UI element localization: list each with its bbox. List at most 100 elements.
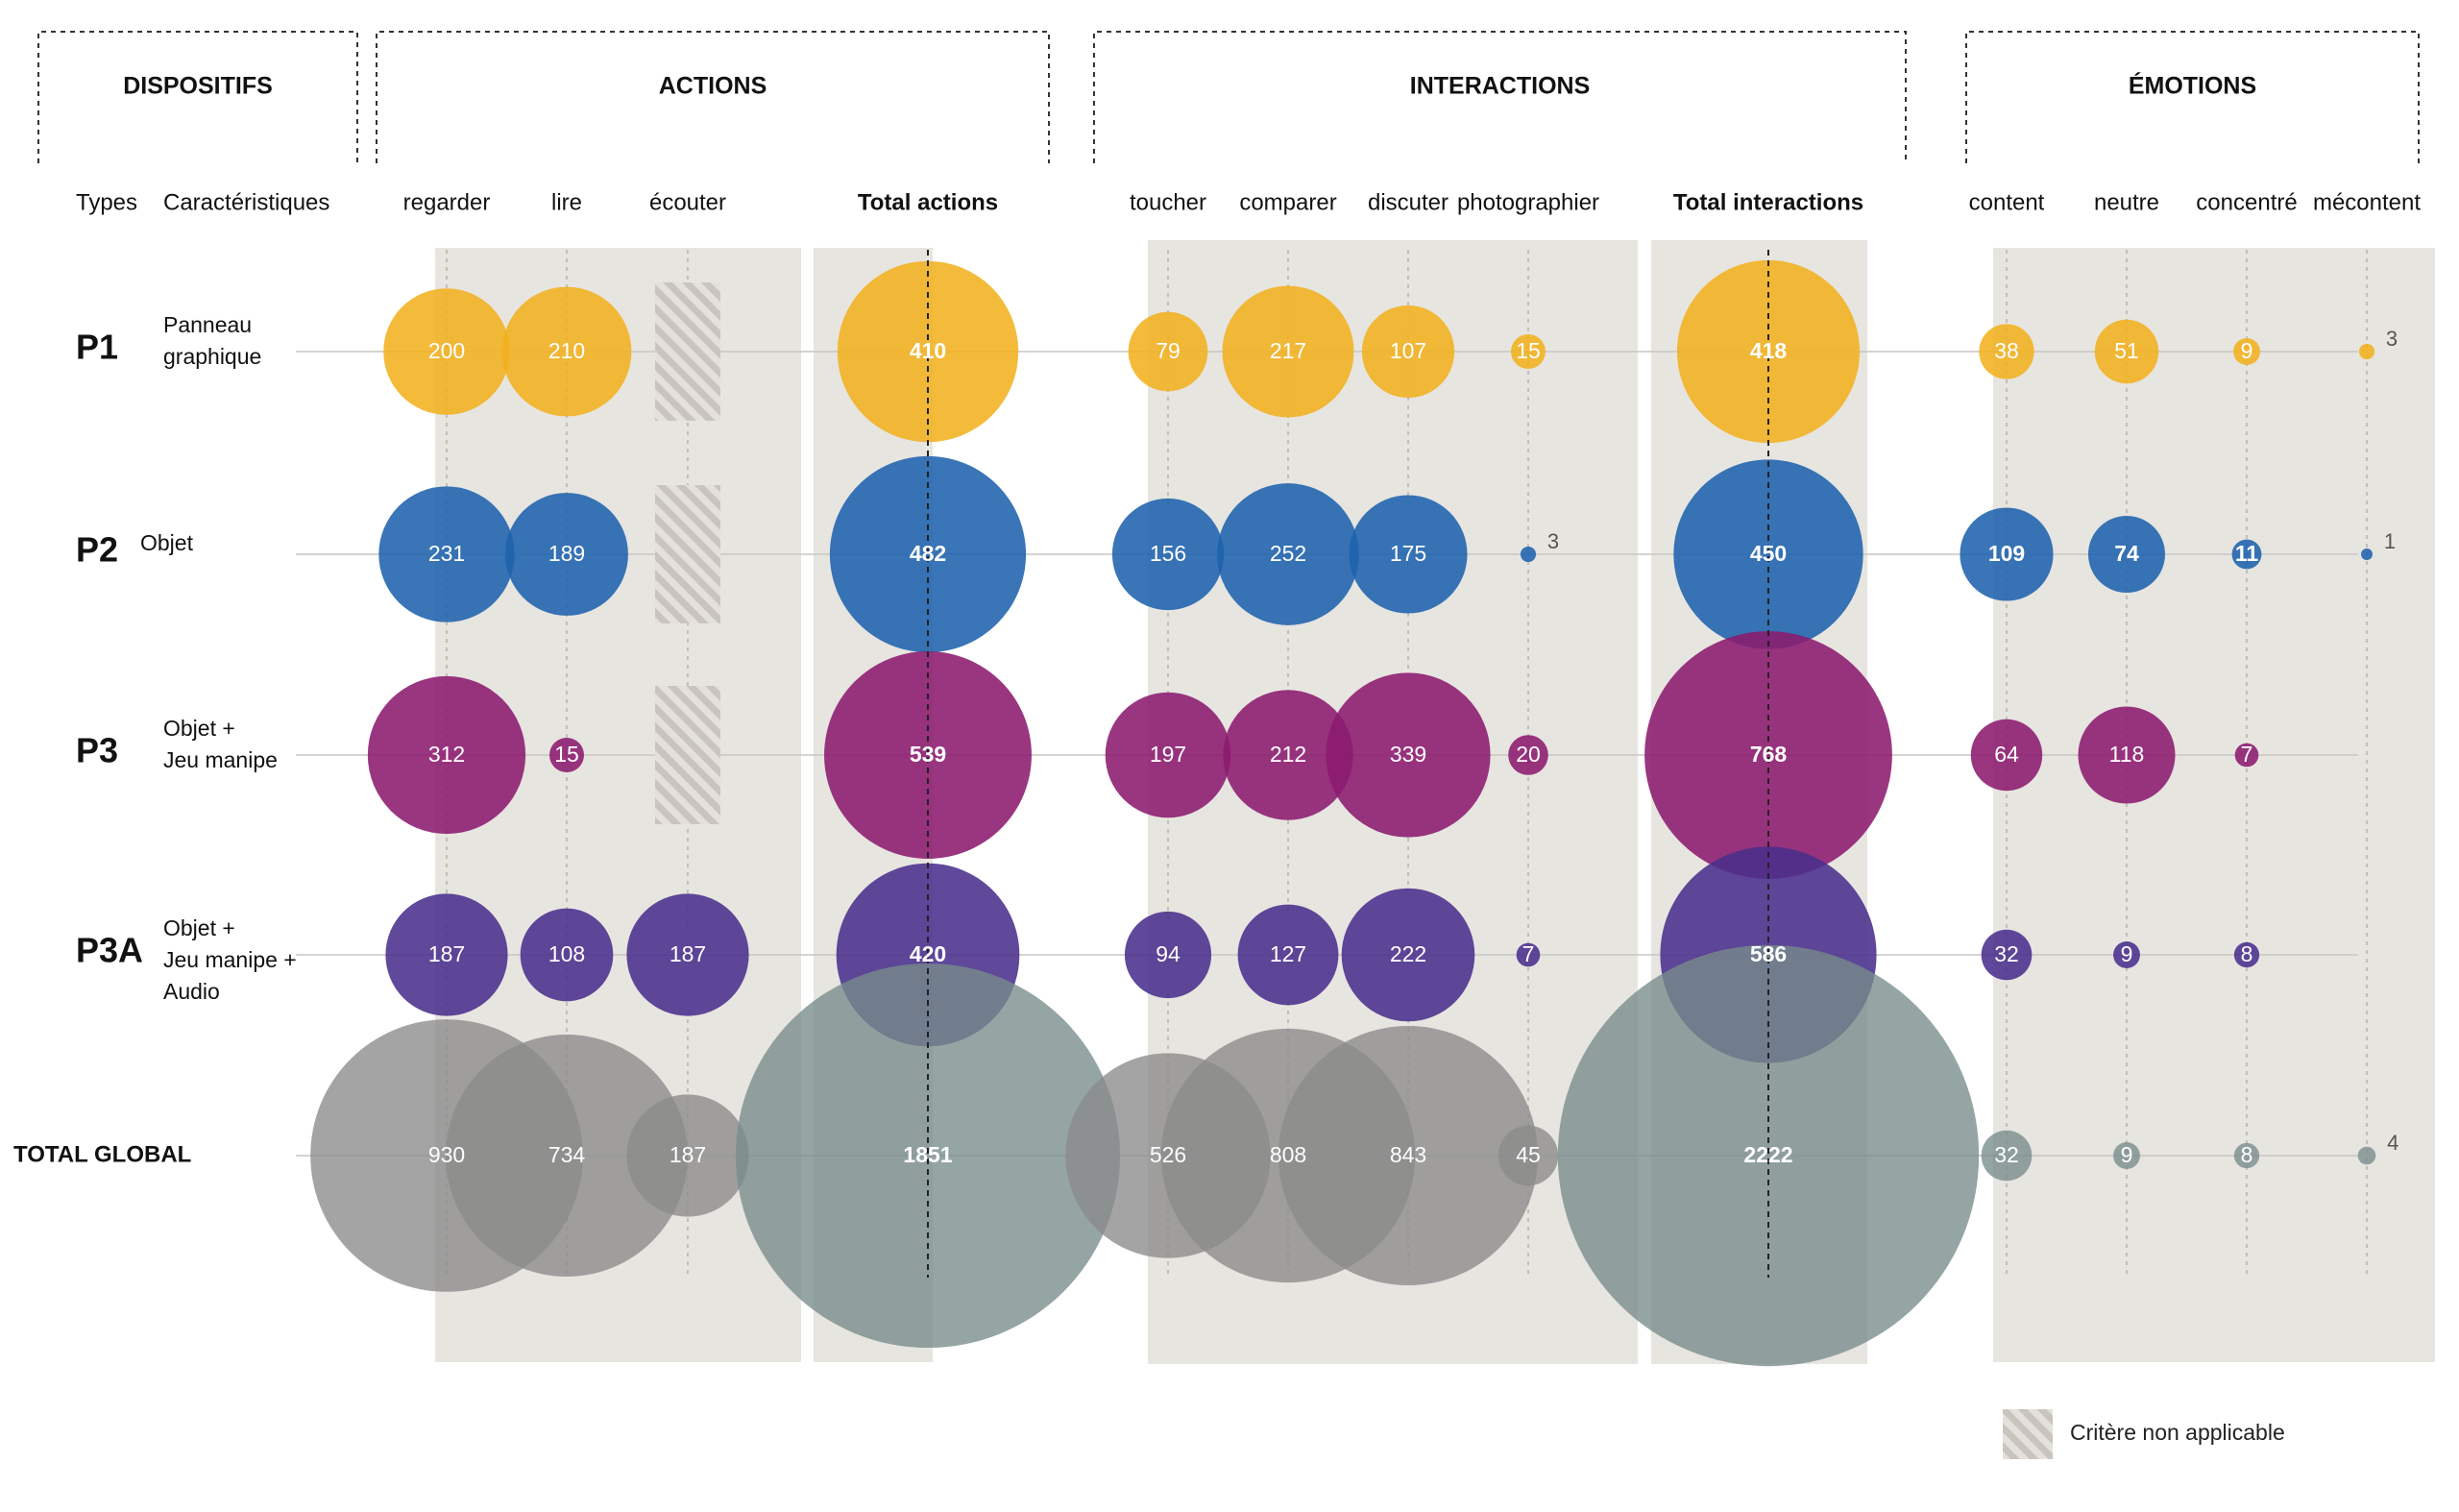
bubble-total-global-photographier — [1497, 1125, 1559, 1186]
value-label-p3-regarder: 312 — [428, 742, 465, 767]
column-header-content: content — [1969, 189, 2045, 215]
bubble-total-global-discuter — [1278, 1025, 1539, 1286]
bubble-p1-neutre — [2094, 319, 2159, 384]
column-header-total_actions: Total actions — [858, 189, 998, 215]
value-label-p2-discuter: 175 — [1390, 541, 1426, 566]
column-shade-6 — [1993, 248, 2435, 1362]
bubble-p2-lire — [505, 493, 628, 616]
value-label-p2-toucher: 156 — [1150, 541, 1186, 566]
value-label-p3-photographier: 20 — [1516, 742, 1541, 767]
column-header-photographier: photographier — [1457, 189, 1599, 215]
value-label-p3-total_interactions: 768 — [1750, 742, 1788, 767]
section-title-actions: ACTIONS — [659, 73, 767, 100]
bubble-total-global-total_interactions — [1557, 944, 1980, 1367]
bubble-p3a-photographier — [1516, 942, 1541, 967]
row-code-p2: P2 — [76, 530, 118, 570]
bubble-p2-mecontent — [2361, 549, 2373, 560]
bubble-p3a-ecouter — [626, 893, 749, 1016]
bubble-p2-total_interactions — [1673, 459, 1863, 649]
column-header-mecontent: mécontent — [2313, 189, 2421, 215]
value-label-p3a-photographier: 7 — [1522, 941, 1535, 966]
value-label-p1-concentre: 9 — [2241, 338, 2253, 363]
bubble-p1-toucher — [1128, 311, 1208, 392]
value-label-p1-neutre: 51 — [2114, 338, 2139, 363]
bubble-p3a-concentre — [2233, 941, 2260, 968]
bubble-total-global-concentre — [2233, 1142, 2260, 1169]
value-label-p3-lire: 15 — [554, 742, 579, 767]
column-header-ecouter: écouter — [649, 189, 726, 215]
value-label-p2-total_interactions: 450 — [1750, 541, 1787, 566]
value-label-p3a-ecouter: 187 — [670, 941, 706, 966]
na-marker-p3 — [655, 686, 720, 824]
value-label-p2-mecontent: 1 — [2384, 529, 2396, 553]
value-label-p2-photographier: 3 — [1547, 529, 1559, 553]
row-desc-p3a-2: Jeu manipe + — [163, 947, 297, 972]
bubble-p3a-content — [1981, 929, 2033, 981]
row-desc-p2-1: Objet — [140, 530, 194, 555]
value-label-p3a-discuter: 222 — [1390, 941, 1426, 966]
value-label-p3a-content: 32 — [1994, 941, 2019, 966]
row-label-total-global: TOTAL GLOBAL — [13, 1141, 191, 1167]
row-desc-p3a-1: Objet + — [163, 915, 235, 940]
column-header-discuter: discuter — [1368, 189, 1449, 215]
row-code-p1: P1 — [76, 328, 118, 367]
column-header-lire: lire — [551, 189, 582, 215]
value-label-p1-comparer: 217 — [1270, 338, 1306, 363]
bubble-p1-photographier — [1510, 333, 1546, 370]
value-label-p2-comparer: 252 — [1270, 541, 1306, 566]
value-label-p1-total_actions: 410 — [910, 338, 946, 363]
value-label-p1-discuter: 107 — [1390, 338, 1426, 363]
row-desc-p1-1: Panneau — [163, 312, 252, 337]
value-label-total-global-toucher: 526 — [1150, 1142, 1186, 1167]
value-label-p3a-total_interactions: 586 — [1750, 941, 1787, 966]
na-marker-p2 — [655, 485, 720, 623]
bubble-p1-lire — [501, 286, 632, 417]
value-label-p3a-neutre: 9 — [2121, 941, 2133, 966]
bubble-p1-comparer — [1222, 285, 1354, 418]
bubble-p3-total_interactions — [1644, 631, 1892, 879]
column-header-neutre: neutre — [2094, 189, 2159, 215]
bubble-p3a-toucher — [1124, 911, 1212, 999]
column-header-regarder: regarder — [403, 189, 491, 215]
bubble-p3a-neutre — [2113, 941, 2140, 968]
value-label-p3-content: 64 — [1994, 742, 2019, 767]
bubble-p2-total_actions — [829, 455, 1027, 653]
row-desc-p3a-3: Audio — [163, 979, 220, 1004]
column-header-comparer: comparer — [1239, 189, 1336, 215]
bubble-total-global-ecouter — [626, 1094, 749, 1217]
value-label-total-global-ecouter: 187 — [670, 1142, 706, 1167]
value-label-p3a-total_actions: 420 — [910, 941, 946, 966]
bubble-p3-regarder — [367, 675, 526, 835]
value-label-p2-regarder: 231 — [428, 541, 465, 566]
bubble-p3a-regarder — [385, 893, 508, 1016]
value-label-p3a-regarder: 187 — [428, 941, 465, 966]
value-label-total-global-discuter: 843 — [1390, 1142, 1426, 1167]
bubble-total-global-lire — [446, 1035, 688, 1277]
value-label-total-global-photographier: 45 — [1516, 1142, 1541, 1167]
bubble-p3-total_actions — [824, 651, 1032, 859]
value-label-p1-content: 38 — [1994, 338, 2019, 363]
value-label-p2-concentre: 11 — [2235, 541, 2259, 566]
bubble-p3a-comparer — [1237, 904, 1339, 1006]
section-title-dispositifs: DISPOSITIFS — [123, 73, 273, 100]
value-label-p1-photographier: 15 — [1516, 338, 1541, 363]
value-label-p2-content: 109 — [1988, 541, 2025, 566]
value-label-p3-toucher: 197 — [1150, 742, 1186, 767]
row-desc-p3-2: Jeu manipe — [163, 747, 278, 772]
section-title-interactions: INTERACTIONS — [1410, 73, 1591, 100]
value-label-p2-total_actions: 482 — [910, 541, 946, 566]
column-header-concentre: concentré — [2196, 189, 2297, 215]
na-marker-p1 — [655, 282, 720, 421]
section-bracket-interactions — [1093, 31, 1907, 163]
value-label-p1-lire: 210 — [548, 338, 585, 363]
column-header-toucher: toucher — [1130, 189, 1206, 215]
bubble-p3-toucher — [1105, 692, 1231, 818]
value-label-total-global-concentre: 8 — [2241, 1142, 2253, 1167]
value-label-total-global-content: 32 — [1994, 1142, 2019, 1167]
bubble-p3-neutre — [2078, 706, 2176, 804]
value-label-total-global-comparer: 808 — [1270, 1142, 1306, 1167]
bubble-p3-comparer — [1223, 690, 1353, 820]
column-header-total_interactions: Total interactions — [1673, 189, 1863, 215]
row-desc-p1-2: graphique — [163, 344, 261, 369]
